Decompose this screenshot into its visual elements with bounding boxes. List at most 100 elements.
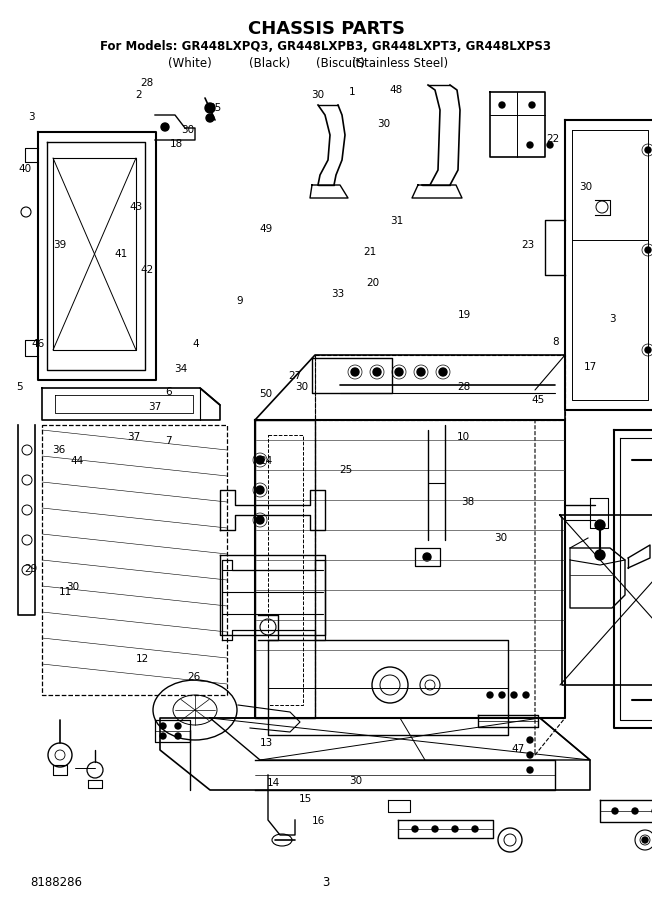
Text: 1: 1 [349,86,355,97]
Text: 21: 21 [364,247,377,257]
Circle shape [205,103,215,113]
Text: 7: 7 [165,436,171,446]
Circle shape [527,142,533,148]
Text: 5: 5 [16,382,23,392]
Circle shape [351,368,359,376]
Text: (White): (White) [168,57,212,70]
Text: 41: 41 [114,248,127,259]
Circle shape [423,553,431,561]
Text: 25: 25 [339,464,352,475]
Text: 37: 37 [149,401,162,412]
Text: 22: 22 [546,134,559,145]
Text: 18: 18 [170,139,183,149]
Circle shape [527,767,533,773]
Text: 15: 15 [299,794,312,805]
Text: 9: 9 [237,296,243,307]
Text: 36: 36 [52,445,65,455]
Circle shape [547,142,553,148]
Circle shape [160,733,166,739]
Text: 39: 39 [53,239,67,250]
Text: 6: 6 [165,386,171,397]
Circle shape [206,114,214,122]
Text: 30: 30 [181,124,194,135]
Circle shape [256,486,264,494]
Circle shape [527,752,533,758]
Text: 48: 48 [390,85,403,95]
Text: 3: 3 [610,314,616,325]
Circle shape [527,737,533,743]
Circle shape [642,837,648,843]
Text: 49: 49 [259,224,273,235]
Text: (Black): (Black) [249,57,291,70]
Text: 20: 20 [366,278,379,289]
Circle shape [523,692,529,698]
Circle shape [499,102,505,108]
Circle shape [499,692,505,698]
Text: 47: 47 [512,743,525,754]
Text: 34: 34 [175,364,188,374]
Text: 14: 14 [267,778,280,788]
Text: 24: 24 [259,455,273,466]
Text: 12: 12 [136,653,149,664]
Text: 16: 16 [312,815,325,826]
Text: (Stainless Steel): (Stainless Steel) [352,57,448,70]
Text: CHASSIS PARTS: CHASSIS PARTS [248,20,404,38]
Text: 30: 30 [349,776,362,787]
Circle shape [595,520,605,530]
Text: 50: 50 [259,389,273,400]
Text: 28: 28 [140,77,153,88]
Text: 23: 23 [522,239,535,250]
Text: 30: 30 [312,89,325,100]
Text: 29: 29 [25,563,38,574]
Circle shape [645,347,651,353]
Text: 28: 28 [458,382,471,392]
Circle shape [417,368,425,376]
Text: 11: 11 [59,587,72,598]
Circle shape [452,826,458,832]
Circle shape [373,368,381,376]
Circle shape [472,826,478,832]
Text: 30: 30 [67,581,80,592]
Text: 3: 3 [28,112,35,122]
Text: 37: 37 [127,431,140,442]
Circle shape [160,723,166,729]
Text: 30: 30 [494,533,507,544]
Text: 43: 43 [129,202,142,212]
Circle shape [432,826,438,832]
Text: 2: 2 [135,89,141,100]
Circle shape [395,368,403,376]
Circle shape [632,808,638,814]
Text: For Models: GR448LXPQ3, GR448LXPB3, GR448LXPT3, GR448LXPS3: For Models: GR448LXPQ3, GR448LXPB3, GR44… [100,40,552,53]
Text: 27: 27 [288,371,301,382]
Text: 33: 33 [331,289,344,300]
Text: 8: 8 [552,337,559,347]
Text: 31: 31 [390,215,403,226]
Text: 45: 45 [531,395,544,406]
Circle shape [175,723,181,729]
Text: (Biscuit): (Biscuit) [316,57,364,70]
Text: 30: 30 [295,382,308,392]
Text: 46: 46 [31,338,44,349]
Text: 38: 38 [462,497,475,508]
Circle shape [161,123,169,131]
Text: 44: 44 [70,455,83,466]
Text: 42: 42 [140,265,153,275]
Circle shape [487,692,493,698]
Circle shape [645,147,651,153]
Circle shape [256,516,264,524]
Text: 17: 17 [584,362,597,373]
Circle shape [645,247,651,253]
Circle shape [511,692,517,698]
Text: 13: 13 [259,737,273,748]
Text: 3: 3 [322,876,330,888]
Circle shape [595,550,605,560]
Text: 35: 35 [209,103,222,113]
Circle shape [412,826,418,832]
Text: 30: 30 [377,119,390,130]
Text: 19: 19 [458,310,471,320]
Circle shape [439,368,447,376]
Circle shape [256,456,264,464]
Text: 30: 30 [579,182,592,193]
Text: 26: 26 [188,671,201,682]
Text: 10: 10 [456,431,469,442]
